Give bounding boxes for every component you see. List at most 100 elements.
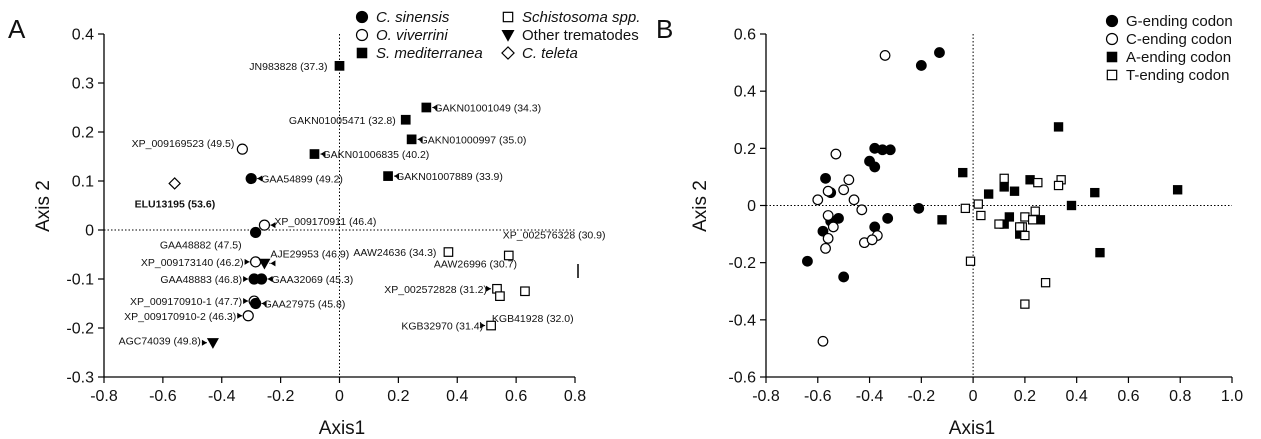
legend-marker: [1105, 32, 1119, 46]
legend-label: S. mediterranea: [376, 45, 483, 62]
data-point: [884, 144, 896, 156]
leader-arrowhead: [237, 312, 243, 319]
y-tick-label: 0.4: [72, 27, 94, 44]
legend-marker: [1106, 69, 1118, 81]
data-point: [1090, 187, 1100, 198]
data-point: [1035, 215, 1046, 225]
data-point: [255, 273, 268, 285]
y-tick-label: 0: [85, 223, 94, 240]
x-tick-label: 0.2: [1014, 388, 1036, 405]
x-tick-label: 1.0: [1221, 388, 1243, 405]
point-label: KGB32970 (31.4): [401, 321, 483, 333]
data-point: [400, 114, 411, 125]
panel-b-ylabel: Axis 2: [690, 180, 711, 232]
data-point: [1004, 212, 1015, 222]
data-point: [1020, 299, 1030, 309]
x-tick-label: 0.8: [564, 388, 586, 405]
point-label: GAA27975 (45.8): [264, 299, 346, 311]
leader-arrowhead: [257, 175, 263, 182]
data-point: [879, 50, 891, 61]
point-label: GAKN01001049 (34.3): [434, 103, 541, 115]
data-point: [236, 143, 248, 155]
data-point: [869, 142, 881, 154]
legend-label: C. teleta: [522, 45, 578, 62]
data-point: [1020, 212, 1030, 222]
legend-label: T-ending codon: [1126, 67, 1229, 84]
data-point: [1027, 215, 1038, 225]
leader-arrowhead: [267, 276, 273, 282]
point-label: GAKN01006835 (40.2): [322, 149, 429, 161]
data-point: [1030, 206, 1040, 216]
x-tick-label: -0.6: [149, 388, 177, 405]
panel-b: B Axis1 Axis 2 -0.8 -0.6 -0.4 -0.2 0 0.2 0.4 0.…: [656, 13, 1243, 439]
y-tick-label: 0: [747, 198, 756, 215]
x-tick-label: 0.4: [1066, 388, 1088, 405]
point-label: AJE29953 (46.9): [270, 248, 349, 260]
x-tick-label: -0.2: [267, 388, 295, 405]
data-point: [503, 250, 514, 261]
legend-marker: [1105, 14, 1119, 28]
x-tick-label: -0.4: [856, 388, 884, 405]
y-tick-label: -0.6: [728, 370, 756, 387]
panel-a-xlabel: Axis1: [319, 418, 365, 439]
legend-label: C. sinensis: [376, 9, 450, 26]
data-point: [206, 338, 219, 349]
data-point: [1040, 277, 1051, 288]
legend-label: Other trematodes: [522, 27, 639, 44]
data-point: [421, 102, 432, 113]
data-point: [495, 291, 505, 301]
leader-arrowhead: [320, 151, 326, 158]
legend-marker: [355, 28, 369, 42]
data-point: [838, 271, 850, 283]
data-point: [258, 219, 271, 231]
y-tick-label: 0.2: [734, 141, 756, 158]
data-point: [486, 320, 496, 331]
point-label: GAKN01007889 (33.9): [396, 171, 503, 183]
data-point: [822, 232, 834, 244]
x-tick-label: -0.8: [752, 388, 780, 405]
y-tick-label: 0.6: [734, 27, 756, 44]
point-label: XP_009170910-1 (47.7): [130, 296, 242, 308]
y-tick-label: -0.1: [66, 272, 94, 289]
leader-arrowhead: [243, 276, 249, 282]
data-point: [915, 60, 927, 71]
point-label: GAA54899 (49.2): [261, 174, 343, 186]
data-point: [1066, 200, 1077, 211]
data-point: [812, 194, 824, 206]
leader-arrowhead: [417, 136, 423, 143]
data-point: [802, 255, 813, 267]
data-point: [168, 177, 181, 190]
data-point: [250, 297, 262, 310]
y-tick-label: -0.2: [66, 321, 94, 338]
legend-marker: [1106, 51, 1118, 63]
data-point: [1172, 185, 1183, 195]
data-point: [983, 189, 994, 199]
point-label: GAA48883 (46.8): [160, 274, 242, 286]
data-point: [309, 149, 320, 159]
point-label: XP_002576328 (30.9): [503, 229, 606, 241]
legend-label: A-ending codon: [1126, 49, 1231, 66]
data-point: [994, 219, 1004, 229]
point-label: XP_009169523 (49.5): [132, 138, 235, 150]
data-point: [820, 172, 831, 184]
data-point: [999, 182, 1009, 192]
legend-label: G-ending codon: [1126, 13, 1233, 30]
data-point: [822, 185, 834, 197]
data-point: [999, 173, 1009, 184]
y-tick-label: -0.3: [66, 370, 94, 387]
point-label: AGC74039 (49.8): [119, 336, 201, 348]
leader-arrowhead: [270, 260, 276, 267]
x-tick-label: 0.6: [505, 388, 527, 405]
point-label: XP_009170911 (46.4): [274, 216, 376, 228]
y-tick-label: 0.3: [72, 76, 94, 93]
data-point: [965, 256, 976, 266]
legend-marker: [501, 30, 515, 42]
data-point: [838, 184, 850, 196]
data-point: [258, 258, 271, 270]
point-label: KGB41928 (32.0): [492, 313, 574, 325]
panel-a: A Axis1 Axis 2 -0.8 -0.6 -0.4 -0.2 0 0.2 0.4 0.…: [8, 9, 640, 439]
data-point: [882, 212, 894, 224]
x-tick-label: -0.4: [208, 388, 236, 405]
data-point: [866, 234, 878, 246]
